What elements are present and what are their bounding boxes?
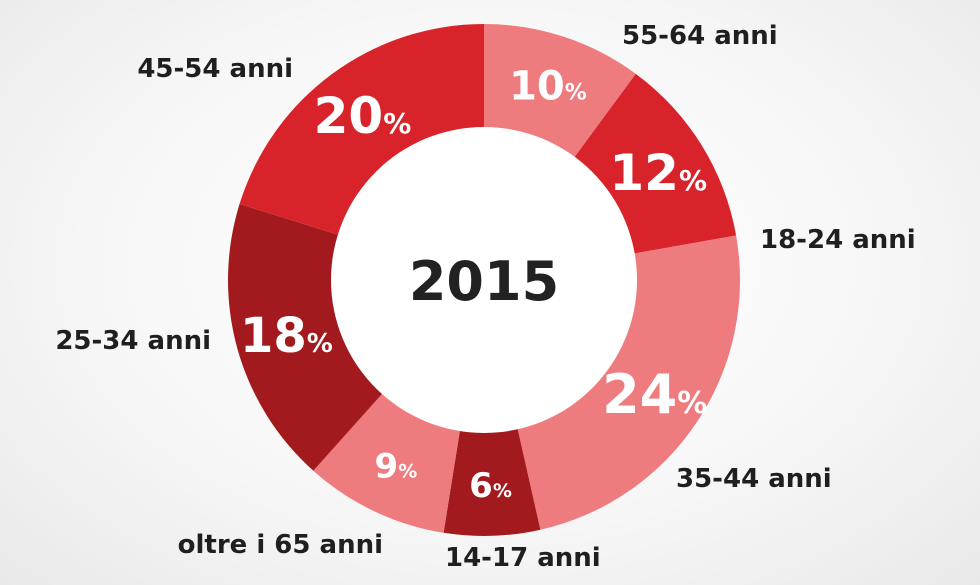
slice-35-44-anni (517, 235, 740, 530)
slice-25-34-anni (228, 203, 384, 471)
category-label: 45-54 anni (137, 54, 293, 84)
value-label: 10% (509, 64, 587, 110)
category-labels-group: 55-64 anni 18-24 anni 35-44 anni 14-17 anni… (55, 21, 915, 573)
slice-45-54-anni (239, 24, 484, 236)
category-label: 14-17 anni (445, 543, 601, 573)
value-label: 12% (609, 144, 707, 202)
slice-14-17-anni (443, 426, 541, 536)
category-label: 25-34 anni (55, 326, 211, 356)
chart-title: 2015 (409, 250, 559, 313)
value-label: 9% (375, 446, 418, 486)
value-labels-group: 10% 12% 24% 6% 9% 18% 20% (240, 64, 707, 507)
donut-hole (331, 127, 637, 433)
slice-55-64-anni (484, 24, 636, 160)
category-label: 55-64 anni (622, 21, 778, 51)
category-label: oltre i 65 anni (178, 530, 383, 560)
category-label: 18-24 anni (760, 225, 916, 255)
value-label: 6% (469, 466, 512, 506)
value-label: 24% (602, 363, 707, 426)
slice-18-24-anni (572, 73, 737, 254)
slice-oltre-i-65-anni (313, 391, 461, 533)
value-label: 20% (314, 87, 412, 145)
value-label: 18% (240, 308, 333, 364)
category-label: 35-44 anni (676, 464, 832, 494)
slices-group (228, 24, 740, 536)
